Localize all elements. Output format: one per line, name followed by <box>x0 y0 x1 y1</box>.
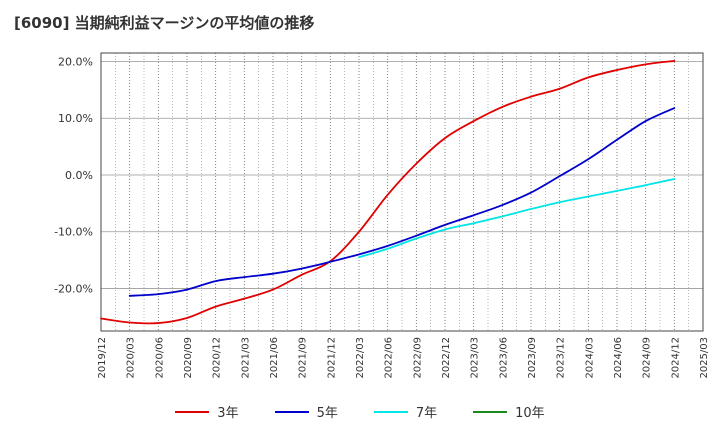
x-tick-label: 2020/03 <box>126 337 137 379</box>
y-tick-label: -20.0% <box>54 282 93 295</box>
legend-item: 10年 <box>473 402 545 421</box>
y-tick-label: 0.0% <box>65 169 93 182</box>
chart-legend: 3年 5年 7年 10年 <box>0 402 720 421</box>
x-tick-label: 2020/09 <box>183 337 194 379</box>
legend-label: 10年 <box>515 406 545 421</box>
x-tick-label: 2021/03 <box>240 337 251 379</box>
x-tick-label: 2021/06 <box>269 337 280 379</box>
legend-item: 7年 <box>373 402 438 421</box>
x-tick-label: 2023/03 <box>470 337 481 379</box>
line-chart: 20.0% 10.0% 0.0% -10.0% -20.0% 2019/12 2020/03… <box>54 52 710 379</box>
x-tick-label: 2025/03 <box>699 337 710 379</box>
legend-label: 3年 <box>217 406 239 421</box>
x-tick-label: 2023/09 <box>527 337 538 379</box>
x-tick-label: 2022/12 <box>441 337 452 379</box>
legend-swatch <box>175 410 210 413</box>
series-line-2 <box>358 178 676 259</box>
x-tick-label: 2024/06 <box>613 337 624 379</box>
y-tick-label: 10.0% <box>58 112 93 125</box>
x-tick-label: 2024/09 <box>642 337 653 379</box>
x-tick-label: 2021/12 <box>326 337 337 379</box>
legend-swatch <box>274 410 309 413</box>
x-tick-label: 2022/06 <box>384 337 395 379</box>
x-tick-label: 2021/09 <box>298 337 309 379</box>
x-tick-label: 2024/12 <box>670 337 681 379</box>
x-tick-label: 2023/06 <box>498 337 509 379</box>
y-tick-label: 20.0% <box>58 56 93 69</box>
x-tick-label: 2022/03 <box>355 337 366 379</box>
legend-swatch <box>473 410 508 413</box>
plot-border <box>100 52 704 332</box>
legend-item: 3年 <box>175 402 239 421</box>
x-tick-label: 2024/03 <box>584 337 595 379</box>
x-tick-label: 2020/12 <box>212 337 223 379</box>
x-tick-label: 2022/09 <box>412 337 423 379</box>
legend-label: 7年 <box>415 406 438 421</box>
series-line-0 <box>100 60 676 325</box>
x-tick-label: 2019/12 <box>97 337 108 379</box>
chart-title: [6090] 当期純利益マージンの平均値の推移 <box>14 14 315 32</box>
y-tick-label: -10.0% <box>54 226 93 239</box>
legend-swatch <box>373 410 408 413</box>
legend-label: 5年 <box>316 406 338 421</box>
x-tick-label: 2020/06 <box>154 337 165 379</box>
series-line-1 <box>128 107 676 297</box>
x-tick-label: 2023/12 <box>556 337 567 379</box>
legend-item: 5年 <box>274 402 338 421</box>
